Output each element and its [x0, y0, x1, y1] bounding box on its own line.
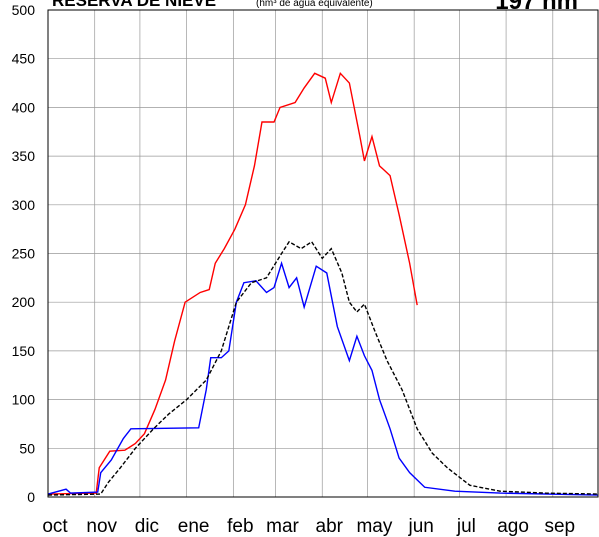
plot-border [47, 9, 599, 498]
y-tick-label: 200 [12, 294, 36, 310]
y-tick-label: 500 [12, 2, 36, 18]
y-tick-label: 250 [12, 246, 36, 262]
y-tick-label: 350 [12, 148, 36, 164]
line-series [47, 71, 418, 495]
x-tick-label: ene [178, 516, 210, 537]
y-tick-label: 400 [12, 99, 36, 115]
y-tick-label: 100 [12, 392, 36, 408]
chart-subtitle: (hm³ de agua equivalente) [256, 0, 373, 9]
x-tick-label: oct [42, 516, 68, 537]
y-tick-label: 50 [19, 440, 35, 456]
x-tick-label: may [356, 516, 392, 537]
x-tick-label: jul [456, 516, 476, 537]
x-tick-label: ago [497, 516, 529, 537]
y-tick-label: 450 [12, 51, 36, 67]
x-tick-label: dic [135, 516, 159, 537]
x-tick-label: nov [86, 516, 117, 537]
line-series [47, 240, 599, 496]
x-tick-label: feb [227, 516, 253, 537]
line-series [47, 260, 599, 496]
x-tick-label: mar [266, 516, 299, 537]
y-tick-label: 150 [12, 343, 36, 359]
x-tick-label: abr [316, 516, 344, 537]
chart-title: RESERVA DE NIEVE [52, 0, 216, 10]
x-tick-label: jun [407, 516, 433, 537]
y-tick-label: 0 [27, 489, 35, 505]
x-tick-label: sep [544, 516, 575, 537]
y-tick-label: 300 [12, 197, 36, 213]
